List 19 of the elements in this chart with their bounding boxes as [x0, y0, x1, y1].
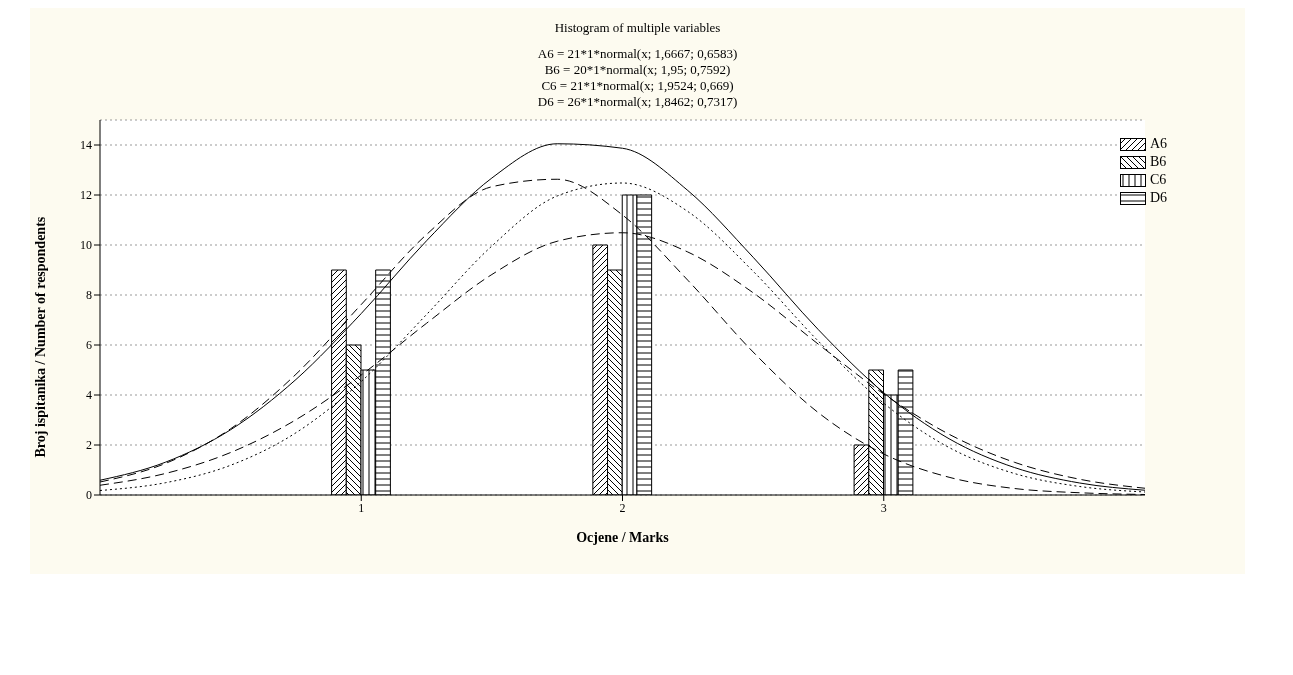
- y-tick-label: 12: [80, 188, 92, 203]
- y-tick-label: 10: [80, 238, 92, 253]
- legend-label: B6: [1150, 153, 1167, 171]
- x-tick-label: 2: [619, 500, 626, 515]
- y-tick-label: 8: [86, 288, 92, 303]
- legend-label: C6: [1150, 171, 1167, 189]
- legend-label: D6: [1150, 189, 1168, 207]
- x-axis-title: Ocjene / Marks: [576, 530, 670, 545]
- y-tick-label: 14: [80, 138, 92, 153]
- x-tick-label: 1: [358, 500, 365, 515]
- y-axis-title: Broj ispitanika / Number of respondents: [32, 216, 48, 458]
- chart-title: Histogram of multiple variables: [553, 20, 722, 36]
- y-tick-label: 2: [86, 438, 92, 453]
- x-tick-label: 3: [880, 500, 887, 515]
- legend-label: A6: [1150, 135, 1168, 153]
- chart-subtitle: A6 = 21*1*normal(x; 1,6667; 0,6583) B6 = 20*1*normal(x; 1,95; 0,7592) C6 = 21*1*normal(x; 1,9524; 0,669) D6 = 26*1*normal(x; 1,8462; 0,7317): [536, 46, 739, 110]
- y-tick-label: 6: [86, 338, 92, 353]
- y-tick-label: 4: [86, 388, 92, 403]
- y-tick-label: 0: [86, 488, 92, 503]
